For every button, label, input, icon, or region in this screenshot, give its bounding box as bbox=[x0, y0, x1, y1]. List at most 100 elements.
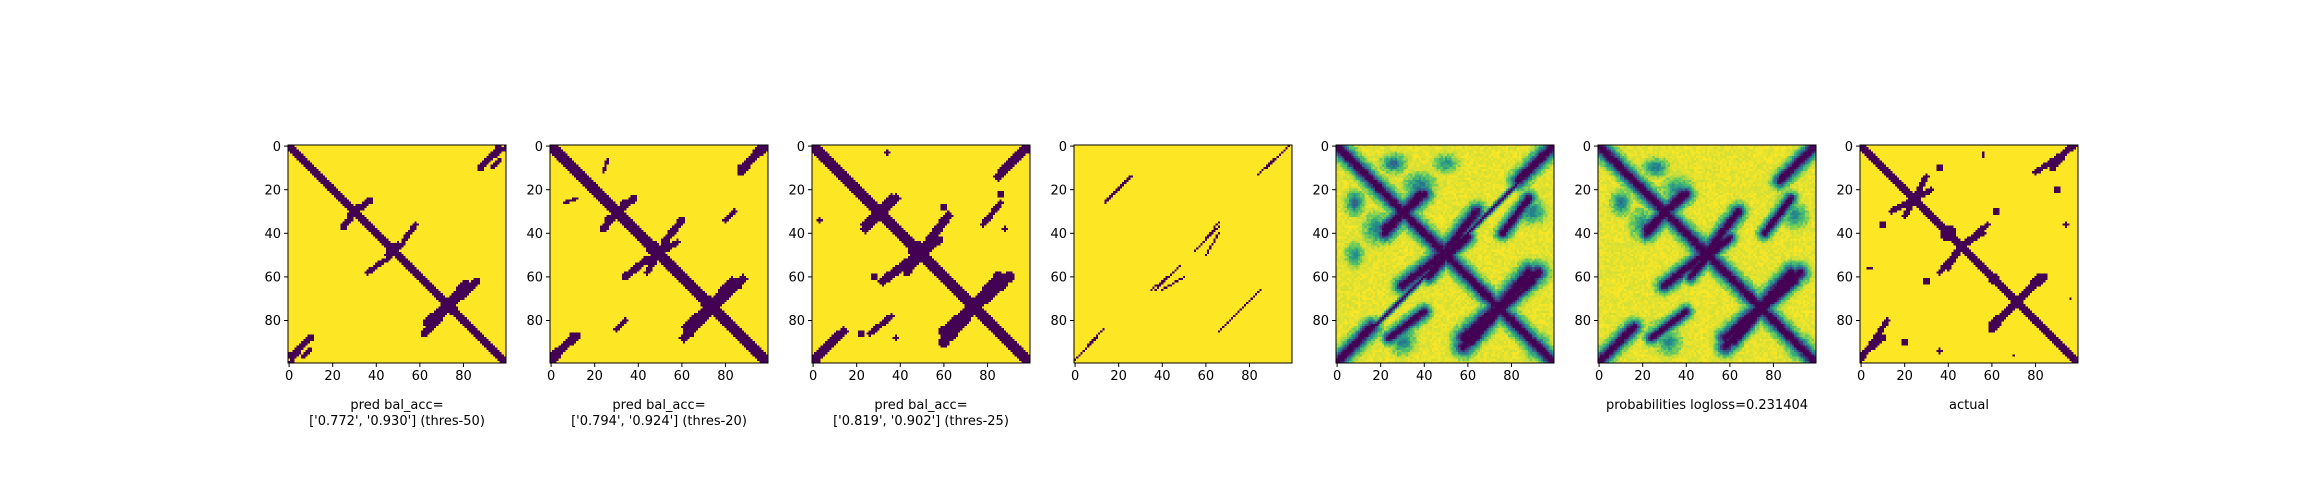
x-tick-label: 60 bbox=[674, 369, 691, 384]
axes-frame bbox=[1597, 144, 1817, 364]
y-tick-label: 80 bbox=[788, 314, 805, 329]
x-tick-label: 60 bbox=[1198, 369, 1215, 384]
subplot-7: 0 20 40 60 80 0 20 40 60 80 actual bbox=[1836, 140, 2079, 413]
x-tick-label: 80 bbox=[1241, 369, 1258, 384]
y-tick-label: 40 bbox=[788, 227, 805, 242]
y-tick-label: 20 bbox=[788, 183, 805, 198]
x-tick-label: 60 bbox=[936, 369, 953, 384]
x-axis-label: pred bal_acc= bbox=[350, 398, 443, 413]
y-tick-label: 40 bbox=[264, 227, 281, 242]
x-tick-label: 0 bbox=[1595, 369, 1603, 384]
x-tick-label: 20 bbox=[1896, 369, 1913, 384]
axes-frame bbox=[287, 144, 507, 364]
x-tick-label: 80 bbox=[717, 369, 734, 384]
x-tick-label: 80 bbox=[2027, 369, 2044, 384]
y-tick-label: 80 bbox=[264, 314, 281, 329]
x-axis-label: actual bbox=[1949, 398, 1989, 413]
y-tick-label: 20 bbox=[1050, 183, 1067, 198]
y-tick-label: 60 bbox=[1050, 271, 1067, 286]
x-tick-label: 0 bbox=[1071, 369, 1079, 384]
x-axis-label: ['0.794', '0.924'] (thres-20) bbox=[571, 414, 747, 429]
axes-frame bbox=[1335, 144, 1555, 364]
y-tick-label: 0 bbox=[797, 140, 805, 155]
x-axis-label: pred bal_acc= bbox=[874, 398, 967, 413]
x-axis-label: ['0.772', '0.930'] (thres-50) bbox=[309, 414, 485, 429]
y-tick-label: 80 bbox=[1574, 314, 1591, 329]
x-tick-label: 80 bbox=[1503, 369, 1520, 384]
axes-frame bbox=[1073, 144, 1293, 364]
subplot-6: 0 20 40 60 80 0 20 40 60 80 probabilities logloss=… bbox=[1574, 140, 1817, 413]
y-tick-label: 80 bbox=[526, 314, 543, 329]
y-tick-label: 0 bbox=[1321, 140, 1329, 155]
x-tick-label: 20 bbox=[848, 369, 865, 384]
x-tick-label: 40 bbox=[1154, 369, 1171, 384]
x-tick-label: 40 bbox=[368, 369, 385, 384]
x-tick-label: 20 bbox=[1110, 369, 1127, 384]
y-tick-label: 40 bbox=[1312, 227, 1329, 242]
y-tick-label: 80 bbox=[1050, 314, 1067, 329]
axes-frame bbox=[811, 144, 1031, 364]
heatmap-image bbox=[812, 145, 1030, 363]
x-tick-label: 60 bbox=[1984, 369, 2001, 384]
y-tick-label: 40 bbox=[1836, 227, 1853, 242]
y-tick-label: 20 bbox=[1312, 183, 1329, 198]
x-tick-label: 40 bbox=[1416, 369, 1433, 384]
x-axis-label: probabilities logloss=0.231404 bbox=[1606, 398, 1808, 413]
heatmap-image bbox=[1860, 145, 2078, 363]
y-tick-label: 0 bbox=[1583, 140, 1591, 155]
y-tick-label: 60 bbox=[526, 271, 543, 286]
heatmap-image bbox=[1336, 145, 1554, 363]
x-axis-label: ['0.819', '0.902'] (thres-25) bbox=[833, 414, 1009, 429]
y-tick-label: 0 bbox=[273, 140, 281, 155]
x-tick-label: 40 bbox=[1678, 369, 1695, 384]
y-tick-label: 0 bbox=[1845, 140, 1853, 155]
x-tick-label: 80 bbox=[1765, 369, 1782, 384]
y-tick-label: 0 bbox=[535, 140, 543, 155]
subplot-5: 0 20 40 60 80 0 20 40 60 80 bbox=[1312, 140, 1555, 384]
heatmap-image bbox=[288, 145, 506, 363]
heatmap-image bbox=[1598, 145, 1816, 363]
x-tick-label: 60 bbox=[412, 369, 429, 384]
axes-frame bbox=[1859, 144, 2079, 364]
y-tick-label: 60 bbox=[1574, 271, 1591, 286]
y-tick-label: 20 bbox=[526, 183, 543, 198]
x-tick-label: 0 bbox=[809, 369, 817, 384]
y-tick-label: 80 bbox=[1836, 314, 1853, 329]
x-tick-label: 80 bbox=[979, 369, 996, 384]
heatmap-image bbox=[1074, 145, 1292, 363]
subplot-2: 0 20 40 60 80 0 20 40 60 80 pred bal_acc=['0.794',… bbox=[526, 140, 769, 429]
y-tick-label: 40 bbox=[1574, 227, 1591, 242]
y-tick-label: 20 bbox=[1836, 183, 1853, 198]
x-axis-label: pred bal_acc= bbox=[612, 398, 705, 413]
x-tick-label: 0 bbox=[1333, 369, 1341, 384]
y-tick-label: 60 bbox=[1312, 271, 1329, 286]
y-tick-label: 0 bbox=[1059, 140, 1067, 155]
subplot-3: 0 20 40 60 80 0 20 40 60 80 pred bal_acc=['0.819',… bbox=[788, 140, 1031, 429]
x-tick-label: 20 bbox=[1634, 369, 1651, 384]
y-tick-label: 60 bbox=[264, 271, 281, 286]
axes-frame bbox=[549, 144, 769, 364]
y-tick-label: 60 bbox=[1836, 271, 1853, 286]
y-tick-label: 40 bbox=[526, 227, 543, 242]
heatmap-image bbox=[550, 145, 768, 363]
y-tick-label: 40 bbox=[1050, 227, 1067, 242]
x-tick-label: 20 bbox=[1372, 369, 1389, 384]
x-tick-label: 60 bbox=[1460, 369, 1477, 384]
y-tick-label: 80 bbox=[1312, 314, 1329, 329]
y-tick-label: 60 bbox=[788, 271, 805, 286]
y-tick-label: 20 bbox=[1574, 183, 1591, 198]
x-tick-label: 20 bbox=[324, 369, 341, 384]
x-tick-label: 0 bbox=[1857, 369, 1865, 384]
subplot-4: 0 20 40 60 80 0 20 40 60 80 bbox=[1050, 140, 1293, 384]
x-tick-label: 80 bbox=[455, 369, 472, 384]
x-tick-label: 40 bbox=[892, 369, 909, 384]
x-tick-label: 0 bbox=[285, 369, 293, 384]
x-tick-label: 60 bbox=[1722, 369, 1739, 384]
x-tick-label: 20 bbox=[586, 369, 603, 384]
subplot-1: 0 20 40 60 80 0 20 40 60 80 pred bal_acc=['0.772',… bbox=[264, 140, 507, 429]
x-tick-label: 40 bbox=[1940, 369, 1957, 384]
x-tick-label: 40 bbox=[630, 369, 647, 384]
y-tick-label: 20 bbox=[264, 183, 281, 198]
x-tick-label: 0 bbox=[547, 369, 555, 384]
